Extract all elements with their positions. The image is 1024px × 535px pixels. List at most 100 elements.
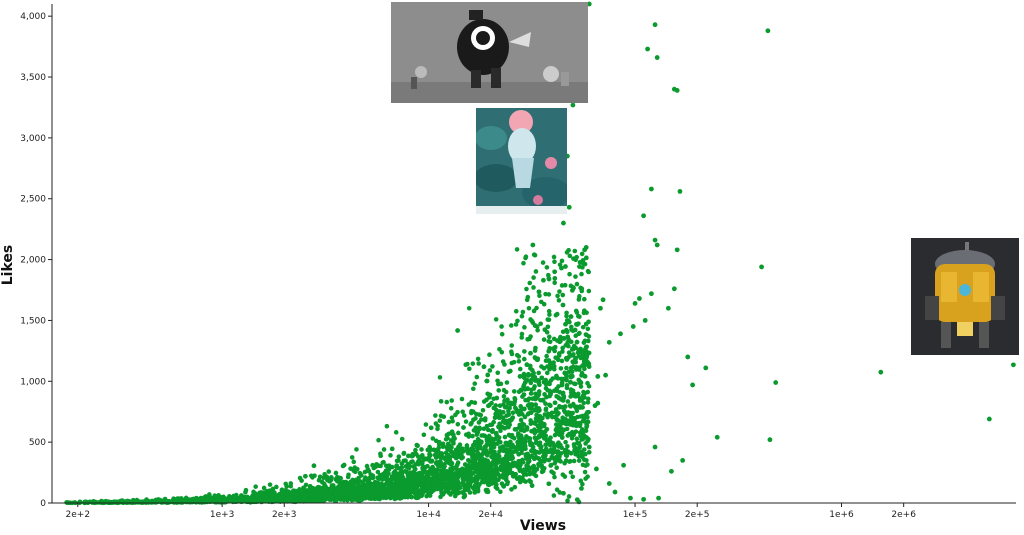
data-point	[251, 489, 256, 495]
data-point	[400, 480, 405, 486]
data-point	[516, 451, 522, 457]
data-point	[504, 453, 509, 459]
data-point	[579, 271, 584, 277]
data-point	[438, 399, 444, 404]
x-tick-label: 2e+5	[685, 510, 710, 520]
data-point	[606, 481, 612, 486]
data-point	[538, 443, 543, 449]
data-point	[558, 334, 563, 340]
data-point	[426, 480, 432, 486]
data-point	[539, 375, 545, 381]
data-point	[553, 409, 558, 415]
data-point	[303, 482, 309, 488]
data-point	[492, 477, 498, 483]
data-point	[523, 254, 529, 260]
data-point	[551, 336, 557, 342]
data-point	[566, 355, 571, 360]
data-point	[502, 447, 507, 452]
data-point	[351, 459, 357, 465]
data-point	[508, 464, 514, 470]
data-point	[288, 481, 294, 486]
data-point	[531, 308, 537, 314]
data-point	[549, 469, 554, 474]
data-point	[585, 396, 591, 402]
data-point	[579, 485, 584, 491]
data-point	[365, 483, 370, 488]
data-point	[529, 377, 534, 382]
data-point	[250, 498, 256, 504]
data-point	[532, 384, 537, 389]
data-point	[433, 413, 438, 418]
data-point	[566, 343, 571, 349]
data-point	[411, 464, 417, 470]
data-point	[665, 305, 671, 311]
data-point	[563, 416, 568, 422]
data-point	[580, 260, 585, 266]
data-point	[427, 476, 433, 482]
data-point	[448, 492, 453, 497]
data-point	[576, 297, 582, 302]
data-point	[497, 409, 503, 414]
data-point	[562, 474, 568, 479]
data-point	[583, 359, 589, 364]
data-point	[507, 448, 513, 454]
data-point	[477, 425, 482, 431]
data-point	[337, 492, 342, 497]
data-point	[571, 432, 577, 438]
data-point	[485, 458, 490, 464]
data-point	[532, 435, 538, 440]
data-point	[483, 451, 489, 456]
data-point	[577, 430, 583, 435]
data-point	[540, 465, 545, 471]
data-point	[561, 427, 567, 433]
data-point	[579, 286, 585, 291]
data-point	[526, 371, 531, 377]
data-point	[485, 440, 491, 446]
data-point	[212, 493, 218, 498]
data-point	[645, 46, 650, 52]
data-point	[470, 476, 476, 482]
data-point	[490, 429, 495, 435]
data-point	[578, 384, 584, 389]
data-point	[522, 380, 528, 385]
data-point	[405, 476, 411, 481]
data-point	[417, 472, 423, 478]
data-point	[425, 463, 430, 469]
data-point	[566, 204, 572, 210]
data-point	[498, 489, 503, 495]
data-point	[477, 445, 483, 450]
data-point	[570, 388, 576, 394]
data-point	[575, 391, 581, 397]
data-point	[393, 486, 398, 492]
data-point	[465, 476, 470, 481]
y-tick-label: 4,000	[20, 12, 46, 22]
data-point	[403, 458, 408, 463]
data-point	[487, 352, 492, 358]
data-point	[377, 489, 383, 495]
data-point	[566, 410, 571, 415]
data-point	[564, 453, 570, 458]
data-point	[552, 400, 558, 406]
data-point	[388, 453, 393, 458]
data-point	[578, 478, 584, 484]
data-point	[413, 489, 419, 495]
data-point	[508, 402, 514, 407]
data-point	[209, 498, 215, 503]
data-point	[552, 474, 557, 480]
data-point	[309, 495, 314, 501]
data-point	[539, 299, 544, 305]
data-point	[583, 321, 589, 327]
data-point	[311, 463, 317, 469]
data-point	[618, 331, 623, 337]
data-point	[541, 366, 547, 371]
data-point	[560, 329, 566, 335]
data-point	[471, 428, 477, 433]
data-point	[467, 366, 472, 372]
data-point	[455, 328, 460, 333]
data-point	[568, 379, 573, 385]
data-point	[552, 344, 558, 350]
data-point	[484, 437, 490, 442]
data-point	[463, 362, 469, 368]
data-point	[113, 499, 119, 505]
data-point	[576, 313, 581, 319]
